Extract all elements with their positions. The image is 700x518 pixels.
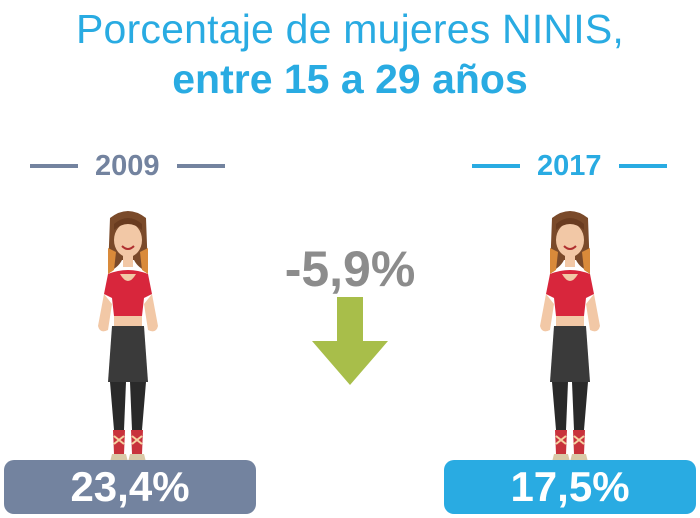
chart-title-line2: entre 15 a 29 años <box>172 56 528 102</box>
data-label-2017: 17,5% <box>444 460 696 514</box>
category-label-2017: 2017 <box>537 149 602 182</box>
year-rule-left <box>472 164 520 168</box>
year-rule-right <box>176 164 225 168</box>
category-label-2009: 2009 <box>95 149 160 182</box>
data-label-2009: 23,4% <box>4 460 256 514</box>
year-header-2009: 2009 <box>30 146 225 186</box>
year-header-2017: 2017 <box>472 146 667 186</box>
year-rule-left <box>30 164 78 168</box>
data-label-2017-text: 17,5% <box>510 463 630 510</box>
data-label-2009-text: 23,4% <box>70 463 190 510</box>
down-arrow-icon <box>312 297 388 385</box>
woman-figure-icon <box>540 211 600 462</box>
year-rule-right <box>618 164 667 168</box>
chart-title-line1: Porcentaje de mujeres NINIS, <box>76 6 624 52</box>
woman-figure-icon <box>98 211 158 462</box>
change-label: -5,9% <box>284 241 416 297</box>
